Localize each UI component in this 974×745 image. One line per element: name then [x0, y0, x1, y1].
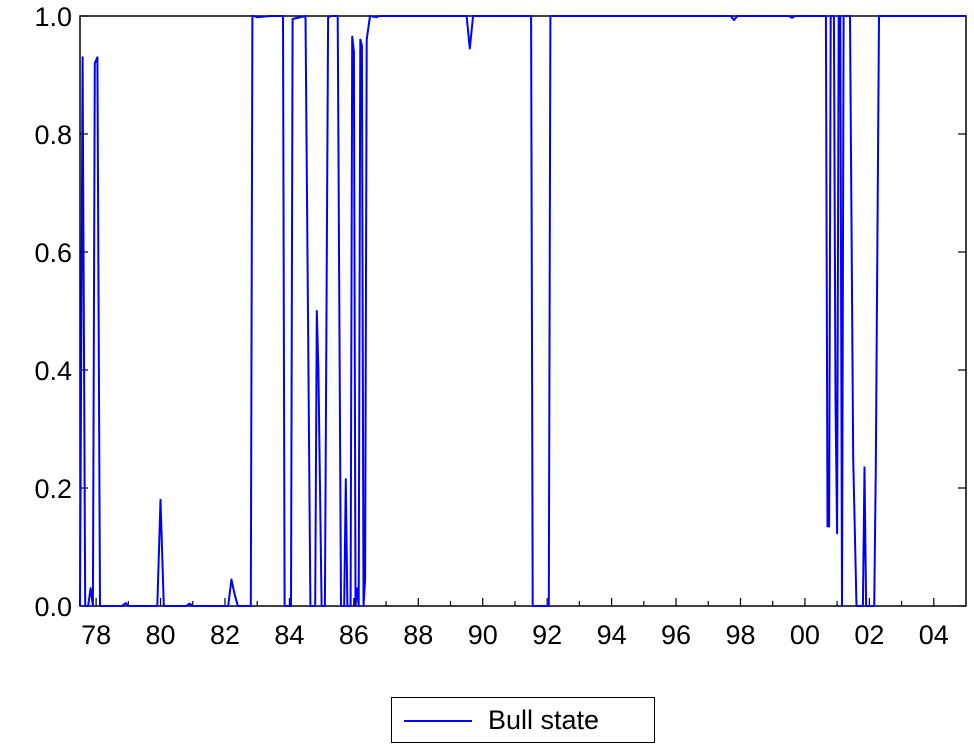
x-tick-label: 80 [146, 620, 176, 650]
y-tick-label: 0.8 [34, 120, 72, 150]
x-tick-label: 78 [81, 620, 111, 650]
chart-legend: Bull state [391, 697, 655, 743]
x-tick-label: 82 [210, 620, 240, 650]
x-tick-label: 88 [403, 620, 433, 650]
x-tick-label: 04 [919, 620, 949, 650]
legend-label: Bull state [488, 705, 600, 735]
x-tick-label: 84 [274, 620, 304, 650]
x-tick-label: 96 [661, 620, 691, 650]
y-tick-label: 1.0 [34, 2, 72, 32]
y-tick-label: 0.2 [34, 474, 72, 504]
legend-line-swatch [404, 720, 472, 722]
x-tick-label: 02 [854, 620, 884, 650]
plot-frame [79, 15, 967, 607]
y-tick-label: 0.0 [34, 592, 72, 622]
x-tick-label: 98 [725, 620, 755, 650]
x-tick-label: 90 [468, 620, 498, 650]
y-tick-label: 0.6 [34, 238, 72, 268]
x-tick-label: 00 [790, 620, 820, 650]
y-tick-label: 0.4 [34, 356, 72, 386]
x-tick-label: 94 [597, 620, 627, 650]
line-chart: 0.0 0.2 0.4 0.6 0.8 1.0 78 80 82 84 86 88 90 92 94 96 98… [34, 2, 967, 650]
series-line-bull-state [79, 15, 966, 607]
x-tick-label: 92 [532, 620, 562, 650]
x-tick-label: 86 [339, 620, 369, 650]
